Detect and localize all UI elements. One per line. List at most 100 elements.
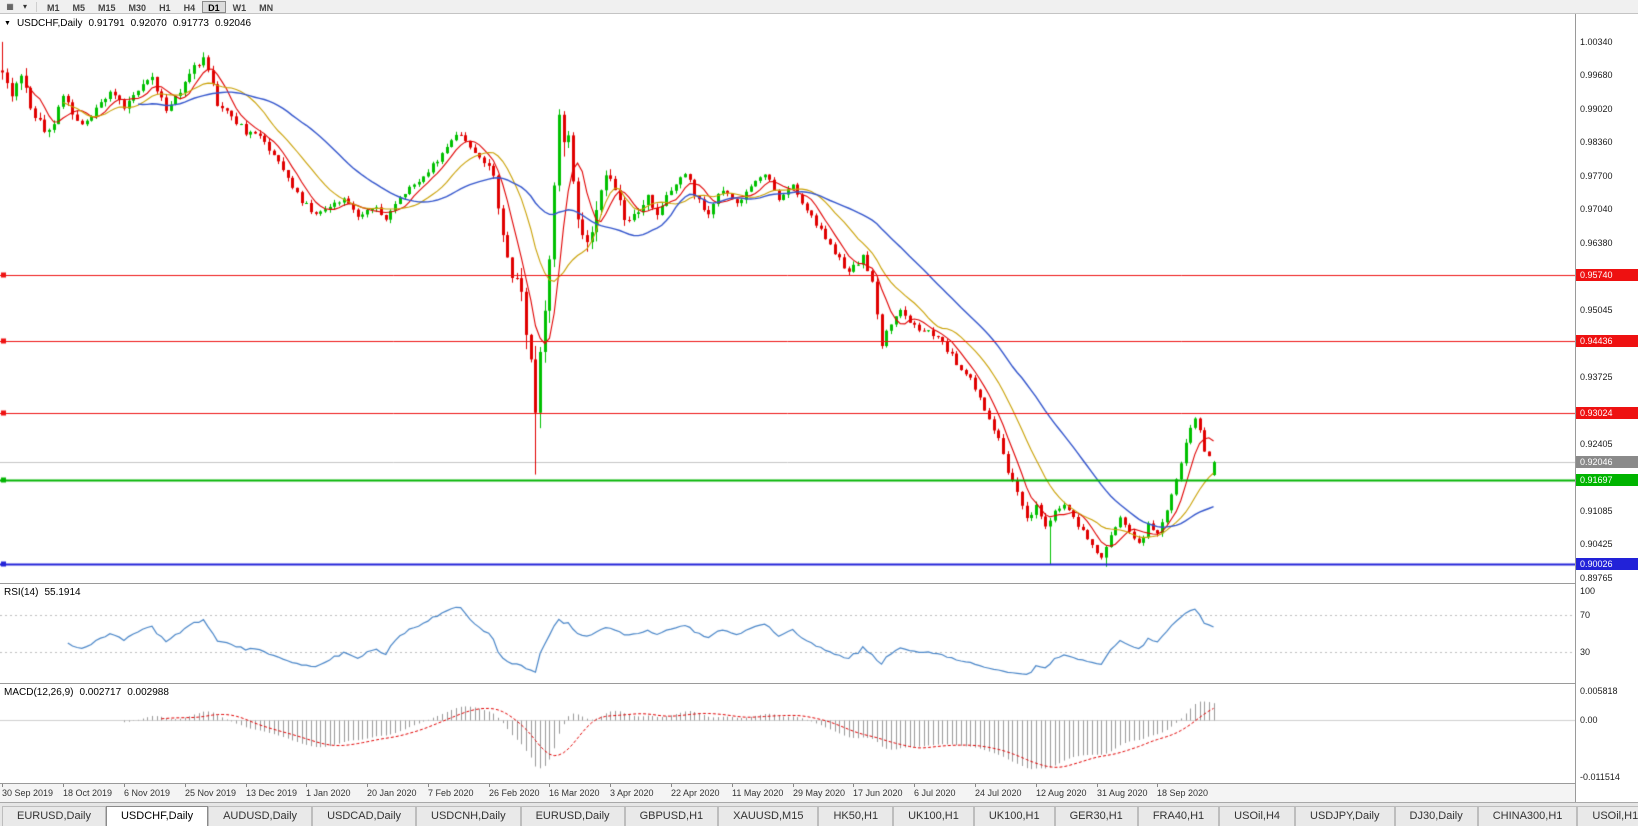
price-axis-label: 0.95045 (1580, 305, 1613, 316)
chart-type-icon[interactable]: ▦ (6, 2, 14, 11)
timeframe-button-mn[interactable]: MN (259, 2, 274, 13)
price-axis-label: 0.91085 (1580, 505, 1613, 516)
window-marker-icon[interactable]: ▼ (4, 19, 11, 27)
price-axis-label: 0.93725 (1580, 372, 1613, 383)
timeframe-button-m15[interactable]: M15 (98, 2, 116, 13)
ohlc-close: 0.92046 (214, 18, 252, 29)
time-axis-label: 1 Jan 2020 (306, 788, 351, 798)
ohlc-low: 0.91773 (172, 18, 209, 29)
time-axis-label: 30 Sep 2019 (2, 788, 54, 798)
timeframe-button-m30[interactable]: M30 (128, 2, 147, 13)
time-axis-tick (124, 784, 125, 787)
rsi-canvas[interactable] (0, 584, 1575, 683)
chart-tab[interactable]: USOil,H1 (1577, 806, 1638, 826)
time-axis-tick (1157, 784, 1158, 787)
rsi-panel: RSI(14) 55.1914 (0, 584, 1575, 684)
chart-region: ▼ USDCHF,Daily 0.91791 0.92070 0.91773 0… (0, 14, 1638, 802)
time-axis-tick (489, 784, 490, 787)
rsi-label: RSI(14) 55.1914 (4, 587, 81, 598)
rsi-name: RSI(14) (4, 587, 39, 598)
macd-panel: MACD(12,26,9) 0.002717 0.002988 (0, 684, 1575, 784)
price-axis-label: 0.89765 (1580, 572, 1613, 583)
time-axis-tick (732, 784, 733, 787)
chart-tab[interactable]: USDJPY,Daily (1295, 806, 1395, 826)
timeframe-button-h4[interactable]: H4 (183, 2, 196, 13)
time-axis-label: 22 Apr 2020 (671, 788, 720, 798)
level-price-badge: 0.90026 (1576, 558, 1638, 571)
chart-tab[interactable]: XAUUSD,M15 (718, 806, 819, 826)
plot-column: ▼ USDCHF,Daily 0.91791 0.92070 0.91773 0… (0, 14, 1575, 802)
time-axis-label: 12 Aug 2020 (1036, 788, 1087, 798)
timeframe-button-h1[interactable]: H1 (159, 2, 171, 13)
time-axis-tick (367, 784, 368, 787)
chart-tab[interactable]: GBPUSD,H1 (624, 806, 719, 826)
time-axis-tick (610, 784, 611, 787)
macd-name: MACD(12,26,9) (4, 687, 74, 698)
chart-tab[interactable]: CHINA300,H1 (1477, 806, 1578, 826)
ohlc-header: ▼ USDCHF,Daily 0.91791 0.92070 0.91773 0… (4, 18, 251, 29)
price-chart-canvas[interactable] (0, 14, 1575, 583)
chart-tabs-bar: EURUSD,Daily USDCHF,Daily AUDUSD,Daily USDC… (0, 802, 1638, 826)
macd-value-signal: 0.002988 (127, 687, 169, 698)
symbol-title: USDCHF,Daily (16, 18, 83, 29)
time-axis-label: 18 Oct 2019 (63, 788, 113, 798)
timeframe-buttons: M1 M5 M15 M30 H1 H4 D1 W1 MN (41, 0, 279, 13)
macd-canvas[interactable] (0, 684, 1575, 783)
time-axis-tick (246, 784, 247, 787)
rsi-axis-label: 100 (1580, 586, 1596, 596)
chart-tab[interactable]: EURUSD,Daily (520, 806, 625, 826)
chart-tab[interactable]: UK100,H1 (893, 806, 974, 826)
macd-value-main: 0.002717 (79, 687, 122, 698)
price-axis[interactable]: 1.00340 0.99680 0.99020 0.98360 0.97700 0.970… (1575, 14, 1638, 802)
time-axis[interactable]: 30 Sep 2019 18 Oct 2019 6 Nov 2019 25 Nov 2… (0, 784, 1575, 802)
ohlc-open: 0.91791 (88, 18, 125, 29)
chart-tab[interactable]: USDCHF,Daily (105, 806, 209, 826)
level-price-badge: 0.93024 (1576, 406, 1638, 419)
time-axis-tick (793, 784, 794, 787)
time-axis-tick (2, 784, 3, 787)
time-axis-label: 3 Apr 2020 (610, 788, 654, 798)
chart-tab[interactable]: USDCNH,Daily (416, 806, 521, 826)
time-axis-tick (63, 784, 64, 787)
time-axis-label: 11 May 2020 (732, 788, 784, 798)
time-axis-label: 29 May 2020 (793, 788, 846, 798)
rsi-axis-label: 30 (1580, 646, 1591, 657)
chart-tab[interactable]: AUDUSD,Daily (208, 806, 313, 826)
timeframe-button-m1[interactable]: M1 (47, 2, 60, 13)
price-axis-label: 0.98360 (1580, 137, 1613, 148)
chart-tab[interactable]: EURUSD,Daily (2, 806, 106, 826)
macd-axis-label: -0.011514 (1580, 771, 1620, 782)
timeframe-button-m5[interactable]: M5 (72, 2, 86, 13)
timeframes-dropdown-icon[interactable]: ▾ (22, 2, 27, 11)
time-axis-label: 16 Mar 2020 (549, 788, 600, 798)
chart-tab[interactable]: GER30,H1 (1054, 806, 1138, 826)
time-axis-label: 31 Aug 2020 (1097, 788, 1148, 798)
chart-tab[interactable]: FRA40,H1 (1137, 806, 1220, 826)
macd-axis-label: 0.005818 (1580, 685, 1618, 696)
time-axis-tick (914, 784, 915, 787)
price-axis-label: 0.90425 (1580, 539, 1613, 550)
time-axis-label: 17 Jun 2020 (853, 788, 903, 798)
chart-tab[interactable]: UK100,H1 (973, 806, 1055, 826)
toolbar-separator (36, 1, 37, 12)
chart-tab[interactable]: DJ30,Daily (1394, 806, 1478, 826)
timeframe-button-w1[interactable]: W1 (232, 2, 247, 13)
price-axis-label: 0.97700 (1580, 170, 1613, 181)
macd-axis-label: 0.00 (1580, 714, 1598, 725)
level-price-badge: 0.94436 (1576, 335, 1638, 347)
toolbar: ▦ ▾ M1 M5 M15 M30 H1 H4 D1 W1 MN (0, 0, 1638, 14)
time-axis-label: 6 Jul 2020 (914, 788, 956, 798)
timeframe-button-d1[interactable]: D1 (202, 0, 226, 13)
rsi-axis-label: 70 (1580, 610, 1591, 621)
time-axis-tick (1097, 784, 1098, 787)
chart-tab[interactable]: USDCAD,Daily (312, 806, 417, 826)
time-axis-label: 6 Nov 2019 (124, 788, 171, 798)
level-price-badge: 0.91697 (1576, 473, 1638, 486)
price-axis-label: 1.00340 (1580, 36, 1613, 47)
time-axis-label: 25 Nov 2019 (185, 788, 237, 798)
chart-tab[interactable]: HK50,H1 (818, 806, 894, 826)
time-axis-label: 7 Feb 2020 (428, 788, 474, 798)
chart-tab[interactable]: USOil,H4 (1219, 806, 1296, 826)
time-axis-tick (306, 784, 307, 787)
ohlc-high: 0.92070 (130, 18, 167, 29)
